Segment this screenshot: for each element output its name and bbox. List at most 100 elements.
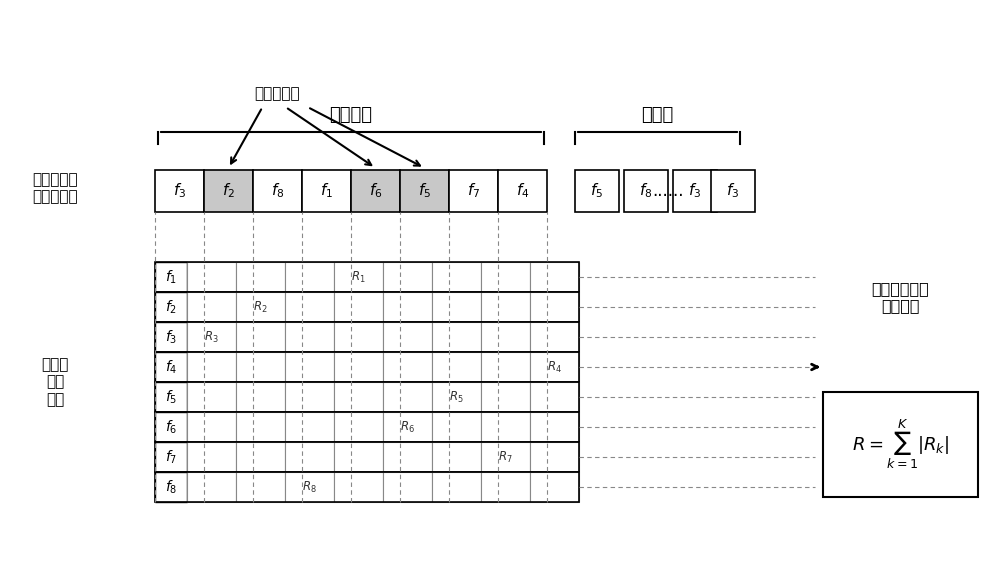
Text: $f_{3}$: $f_{3}$ (173, 181, 186, 200)
FancyBboxPatch shape (155, 170, 204, 212)
FancyBboxPatch shape (285, 412, 334, 442)
Text: $f_{1}$: $f_{1}$ (165, 268, 177, 286)
Text: $f_{8}$: $f_{8}$ (639, 181, 653, 200)
FancyBboxPatch shape (383, 472, 432, 502)
Text: $R_{6}$: $R_{6}$ (400, 420, 415, 434)
Text: $R_{7}$: $R_{7}$ (498, 450, 513, 464)
FancyBboxPatch shape (285, 292, 334, 322)
FancyBboxPatch shape (155, 292, 187, 322)
FancyBboxPatch shape (334, 322, 383, 352)
Text: ......: ...... (652, 182, 684, 200)
FancyBboxPatch shape (155, 262, 187, 292)
Text: 联合同步检测
的相关值: 联合同步检测 的相关值 (871, 281, 929, 313)
FancyBboxPatch shape (432, 262, 481, 292)
Text: $R_{1}$: $R_{1}$ (351, 269, 366, 285)
FancyBboxPatch shape (530, 472, 579, 502)
Text: 受干扰频点: 受干扰频点 (255, 86, 300, 101)
FancyBboxPatch shape (334, 292, 383, 322)
FancyBboxPatch shape (155, 472, 187, 502)
Text: $f_{8}$: $f_{8}$ (165, 478, 177, 495)
FancyBboxPatch shape (187, 292, 236, 322)
FancyBboxPatch shape (383, 442, 432, 472)
Text: $f_{3}$: $f_{3}$ (165, 328, 177, 346)
Text: $f_{3}$: $f_{3}$ (726, 181, 740, 200)
FancyBboxPatch shape (187, 442, 236, 472)
Text: $f_{4}$: $f_{4}$ (516, 181, 529, 200)
FancyBboxPatch shape (530, 262, 579, 292)
FancyBboxPatch shape (253, 170, 302, 212)
Text: $f_{4}$: $f_{4}$ (165, 358, 177, 376)
FancyBboxPatch shape (334, 472, 383, 502)
Text: $R = \sum_{k=1}^{K} |R_k|$: $R = \sum_{k=1}^{K} |R_k|$ (852, 418, 949, 471)
FancyBboxPatch shape (236, 352, 285, 382)
FancyBboxPatch shape (236, 322, 285, 352)
FancyBboxPatch shape (530, 412, 579, 442)
FancyBboxPatch shape (481, 352, 530, 382)
FancyBboxPatch shape (400, 170, 449, 212)
Text: $f_{5}$: $f_{5}$ (165, 388, 177, 406)
FancyBboxPatch shape (285, 352, 334, 382)
FancyBboxPatch shape (530, 382, 579, 412)
Text: 数据段: 数据段 (641, 106, 674, 124)
Text: $R_{8}$: $R_{8}$ (302, 480, 317, 495)
FancyBboxPatch shape (711, 170, 755, 212)
FancyBboxPatch shape (236, 472, 285, 502)
FancyBboxPatch shape (187, 262, 236, 292)
FancyBboxPatch shape (383, 322, 432, 352)
FancyBboxPatch shape (530, 352, 579, 382)
FancyBboxPatch shape (351, 170, 400, 212)
FancyBboxPatch shape (481, 472, 530, 502)
Text: $f_{3}$: $f_{3}$ (688, 181, 702, 200)
FancyBboxPatch shape (575, 170, 619, 212)
FancyBboxPatch shape (285, 322, 334, 352)
FancyBboxPatch shape (334, 442, 383, 472)
FancyBboxPatch shape (530, 292, 579, 322)
FancyBboxPatch shape (432, 322, 481, 352)
FancyBboxPatch shape (432, 472, 481, 502)
FancyBboxPatch shape (236, 292, 285, 322)
Text: $R_{3}$: $R_{3}$ (204, 329, 219, 345)
FancyBboxPatch shape (624, 170, 668, 212)
FancyBboxPatch shape (530, 322, 579, 352)
FancyBboxPatch shape (383, 292, 432, 322)
FancyBboxPatch shape (481, 382, 530, 412)
FancyBboxPatch shape (481, 442, 530, 472)
Text: $f_{2}$: $f_{2}$ (222, 181, 235, 200)
Text: $f_{5}$: $f_{5}$ (590, 181, 604, 200)
FancyBboxPatch shape (285, 262, 334, 292)
FancyBboxPatch shape (285, 472, 334, 502)
Text: $R_{4}$: $R_{4}$ (547, 359, 562, 375)
FancyBboxPatch shape (204, 170, 253, 212)
FancyBboxPatch shape (187, 382, 236, 412)
FancyBboxPatch shape (187, 322, 236, 352)
FancyBboxPatch shape (334, 412, 383, 442)
FancyBboxPatch shape (236, 412, 285, 442)
FancyBboxPatch shape (155, 442, 187, 472)
FancyBboxPatch shape (383, 382, 432, 412)
FancyBboxPatch shape (187, 412, 236, 442)
FancyBboxPatch shape (155, 412, 187, 442)
FancyBboxPatch shape (481, 292, 530, 322)
Text: $R_{2}$: $R_{2}$ (253, 299, 268, 315)
FancyBboxPatch shape (285, 442, 334, 472)
FancyBboxPatch shape (383, 412, 432, 442)
Text: 发送端同步
头跳变频点: 发送端同步 头跳变频点 (32, 172, 78, 204)
FancyBboxPatch shape (155, 352, 187, 382)
FancyBboxPatch shape (383, 262, 432, 292)
FancyBboxPatch shape (155, 382, 187, 412)
FancyBboxPatch shape (285, 382, 334, 412)
Text: $f_{6}$: $f_{6}$ (165, 419, 177, 436)
Text: $f_{8}$: $f_{8}$ (271, 181, 284, 200)
FancyBboxPatch shape (383, 352, 432, 382)
FancyBboxPatch shape (334, 262, 383, 292)
FancyBboxPatch shape (432, 382, 481, 412)
FancyBboxPatch shape (449, 170, 498, 212)
Text: 帧同步头: 帧同步头 (330, 106, 372, 124)
Text: $f_{2}$: $f_{2}$ (165, 298, 177, 316)
FancyBboxPatch shape (236, 382, 285, 412)
FancyBboxPatch shape (236, 262, 285, 292)
FancyBboxPatch shape (481, 322, 530, 352)
FancyBboxPatch shape (334, 382, 383, 412)
FancyBboxPatch shape (432, 412, 481, 442)
Text: 接收端
驻守
频点: 接收端 驻守 频点 (41, 357, 69, 407)
